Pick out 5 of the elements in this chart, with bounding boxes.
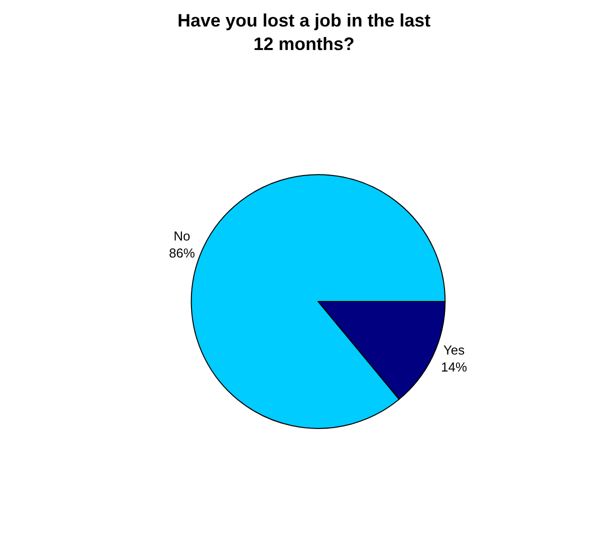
slice-label: Yes [443, 342, 466, 358]
data-label: 14% [441, 359, 468, 374]
chart-title: Have you lost a job in the last 12 months? [177, 10, 431, 54]
data-label: 86% [168, 246, 196, 261]
slice-label: No [174, 228, 190, 244]
